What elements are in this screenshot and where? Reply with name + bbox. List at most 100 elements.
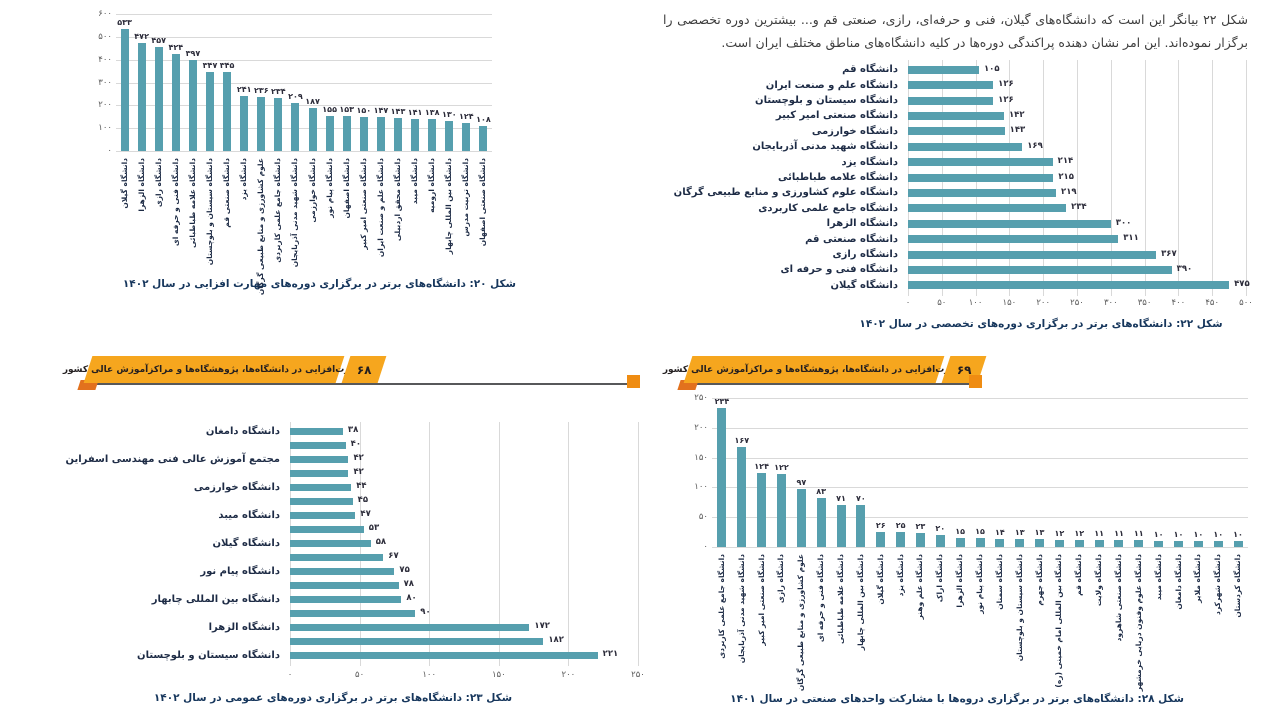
category-label: علوم کشاورزی و منابع طبیعی گرگان [796, 554, 806, 692]
bar [908, 188, 1057, 197]
category-label: دانشگاه پیام نور [324, 158, 334, 218]
bar [394, 118, 402, 151]
bar [955, 538, 965, 547]
bar [816, 497, 826, 547]
category-label: دانشگاه ارومیه [427, 158, 437, 213]
bar [291, 103, 300, 151]
bar-value-label: ۱۵۳ [339, 105, 355, 115]
axis-tick-label: ۳۵۰ [1137, 298, 1152, 308]
category-label: دانشگاه علم و صنعت ایران [375, 158, 385, 258]
category-label: دانشگاه صنعتی امیر کبیر [775, 110, 898, 122]
bar-value-label: ۱۴۱ [407, 107, 423, 117]
bar [290, 651, 598, 659]
bar-value-label: ۸۳ [816, 486, 827, 496]
category-label: دانشگاه گیلان [119, 158, 129, 209]
banner-rule-line [692, 383, 982, 385]
bar [290, 455, 349, 463]
category-label: دانشگاه صنعتی اصفهان [478, 158, 488, 247]
bar [908, 235, 1119, 244]
bar-value-label: ۱۱ [1114, 529, 1124, 539]
bar-value-label: ۴۲ [353, 467, 364, 477]
axis-tick-label: ۵۰ [937, 298, 947, 308]
axis-tick-label: ۱۵۰ [491, 670, 506, 680]
category-label: دانشگاه شهرکرد [1213, 554, 1223, 615]
bar [154, 46, 163, 151]
category-label: دانشگاه علامه طباطبائی [187, 158, 197, 248]
figure-23-caption: شکل ۲۳: دانشگاه‌های برتر در برگزاری دوره… [153, 692, 513, 704]
bar [411, 118, 420, 151]
category-label: دانشگاه محقق اردبیلی [393, 158, 402, 242]
bar [290, 511, 356, 519]
bar [206, 71, 214, 151]
axis-tick-label: ۰ [107, 146, 112, 156]
bar-value-label: ۷۰ [855, 494, 866, 504]
gridline [116, 36, 492, 38]
chart-figure-22: شکل ۲۲: دانشگاه‌های برتر در برگزاری دوره… [666, 58, 1256, 342]
bar [908, 111, 1004, 120]
bar-value-label: ۳۴۵ [219, 61, 235, 71]
category-label: دانشگاه میبد [1153, 554, 1163, 601]
banner-end-square [969, 375, 982, 388]
category-label: مجتمع آموزش عالی فنی مهندسی اسفراین [65, 453, 280, 465]
category-label: دانشگاه یزد [841, 156, 898, 168]
category-label: دانشگاه صنعتی امیر کبیر [358, 158, 368, 250]
bar [290, 581, 399, 589]
category-label: دانشگاه علامه طباطبائی [778, 172, 898, 183]
gridline [712, 517, 1248, 519]
bar [737, 447, 747, 547]
category-label: دانشگاه ملایر [1193, 554, 1203, 603]
category-label: دانشگاه علامه طباطبائی [836, 554, 846, 644]
bar [1015, 539, 1025, 547]
gridline [429, 422, 431, 666]
category-label: دانشگاه شهید مدنی آذربایجان [736, 554, 746, 664]
category-label: دانشگاه سیستان و بلوچستان [1014, 554, 1024, 662]
bar-value-label: ۱۰۸ [476, 115, 491, 125]
bar-value-label: ۱۷۲ [534, 621, 550, 631]
bar-value-label: ۲۶ [875, 520, 886, 530]
axis-tick-label: ۵۰ [355, 670, 365, 680]
axis-tick-label: ۲۵۰ [694, 393, 708, 403]
category-label: دانشگاه سیستان و بلوچستان [755, 95, 898, 106]
bar-value-label: ۳۰۰ [1115, 217, 1132, 228]
figure-20-caption: شکل ۲۰: دانشگاه‌های برتر در برگزاری دوره… [122, 278, 516, 290]
bar [342, 116, 351, 151]
bar-value-label: ۱۸۲ [548, 635, 564, 645]
axis-tick-label: ۱۵۰ [1002, 298, 1017, 308]
axis-tick-label: ۴۰۰ [98, 54, 112, 65]
bar [290, 483, 352, 491]
bar-value-label: ۴۷۵ [1234, 279, 1250, 290]
page-banner-left: مهارت‌افزایی در دانشگاه‌ها، پژوهشگاه‌ها … [63, 354, 656, 398]
bar-value-label: ۱۰ [1193, 530, 1204, 540]
category-label: دانشگاه علوم وفنون دریایی خرمشهر [1133, 554, 1143, 692]
category-label: دانشگاه علوم کشاورزی و منابع طبیعی گرگان [673, 187, 898, 199]
axis-tick-label: ۲۰۰ [98, 100, 112, 111]
bar-value-label: ۲۰ [935, 524, 946, 534]
bar [359, 116, 368, 151]
axis-tick-label: ۴۵۰ [1205, 298, 1220, 308]
bar [325, 115, 334, 151]
bar-value-label: ۱۰ [1173, 530, 1184, 540]
banner-rule-line [92, 383, 640, 385]
category-label: دانشگاه دامغان [205, 425, 280, 437]
category-label: دانشگاه فنی و حرفه ای [816, 554, 826, 643]
bar-value-label: ۱۴۳ [1009, 125, 1026, 136]
bar [908, 65, 979, 74]
bar [876, 531, 886, 547]
bar [290, 637, 544, 645]
category-label: دانشگاه قم [842, 64, 898, 76]
bar [908, 142, 1023, 151]
gridline [116, 105, 492, 107]
gridline [498, 422, 500, 666]
category-label: دانشگاه علم وهنر [915, 554, 925, 620]
bar [908, 96, 994, 105]
category-label: دانشگاه پیام نور [200, 565, 280, 577]
axis-tick-label: ۵۰۰ [1239, 298, 1253, 308]
bar [188, 60, 197, 151]
figure-22-caption: شکل ۲۲: دانشگاه‌های برتر در برگزاری دوره… [859, 318, 1223, 330]
category-label: دانشگاه خوارزمی [811, 125, 898, 137]
category-label: دانشگاه رازی [153, 158, 163, 208]
gridline [1077, 60, 1078, 296]
bar [290, 525, 364, 533]
bar-value-label: ۱۵۰ [356, 105, 372, 115]
category-label: دانشگاه خوارزمی [193, 481, 280, 493]
